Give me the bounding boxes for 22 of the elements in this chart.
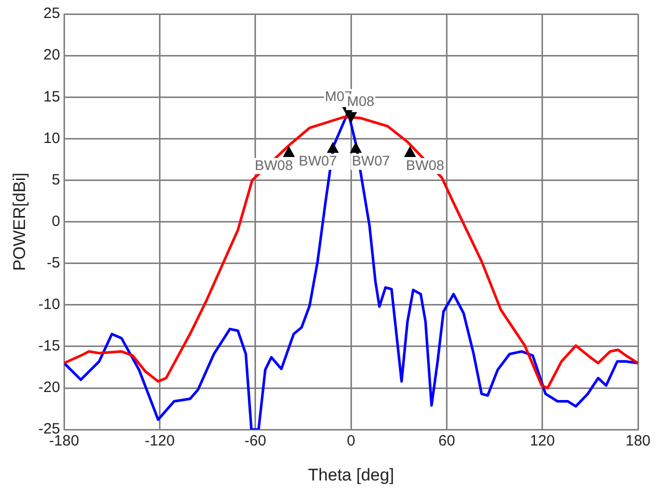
x-tick-label: -120 — [144, 432, 175, 450]
y-tick-label: -10 — [38, 296, 60, 314]
annotation: BW07 — [298, 152, 338, 169]
x-tick-label: 0 — [346, 432, 356, 450]
annotation: BW08 — [406, 156, 444, 173]
x-tick-label: -60 — [244, 432, 266, 450]
y-tick-label: -5 — [46, 254, 60, 272]
y-tick-label: 5 — [52, 171, 60, 188]
x-axis-title: Theta [deg] — [308, 465, 394, 484]
y-tick-label: 25 — [43, 5, 60, 22]
x-tick-label: 60 — [438, 432, 456, 450]
annotation: BW08 — [254, 156, 294, 173]
y-tick-label: -15 — [38, 338, 60, 355]
y-tick-label: 0 — [52, 212, 60, 230]
y-tick-label: 20 — [43, 46, 60, 64]
x-tick-label: 180 — [625, 432, 651, 450]
annotation: BW07 — [352, 152, 390, 169]
y-axis-title: POWER[dBi] — [10, 172, 29, 271]
y-tick-label: 15 — [43, 88, 60, 106]
y-tick-label: 10 — [43, 130, 60, 147]
y-tick-label: -20 — [38, 379, 60, 396]
x-tick-label: 120 — [530, 432, 555, 450]
